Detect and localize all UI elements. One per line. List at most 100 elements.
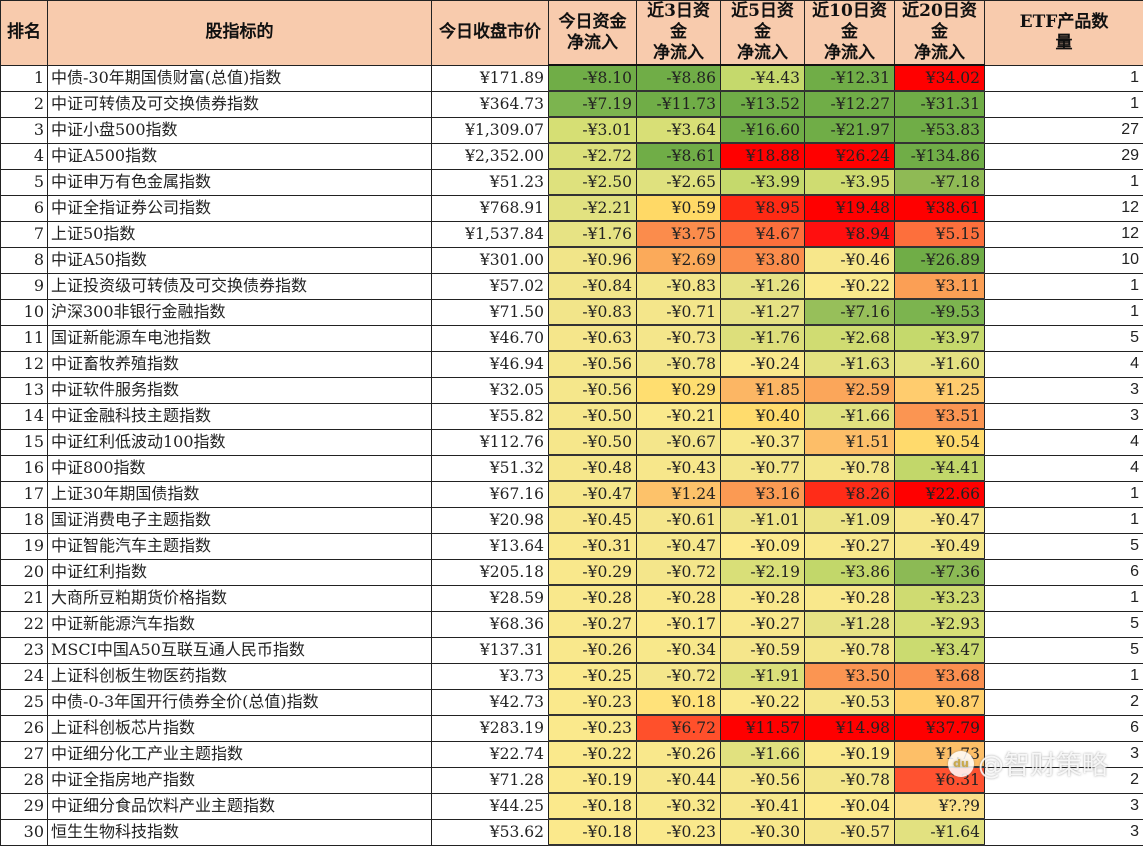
flow-1d-cell: -¥2.21 [549,195,637,221]
header-flow-10d[interactable]: 近10日资金 净流入 [805,1,895,66]
close-price-cell: ¥13.64 [432,533,549,559]
flow-1d-cell: -¥0.50 [549,403,637,429]
flow-5d-cell: ¥4.67 [721,221,805,247]
header-close-price[interactable]: 今日收盘市价 [432,1,549,66]
flow-20d-cell: -¥7.18 [895,169,985,195]
rank-cell: 8 [1,247,48,273]
flow-5d-cell: ¥3.16 [721,481,805,507]
flow-3d-cell: ¥0.18 [637,689,721,715]
close-price-cell: ¥22.74 [432,741,549,767]
flow-1d-cell: -¥0.47 [549,481,637,507]
flow-20d-cell: -¥1.64 [895,819,985,845]
flow-5d-cell: -¥0.56 [721,767,805,793]
flow-3d-cell: -¥0.78 [637,351,721,377]
close-price-cell: ¥1,309.07 [432,117,549,143]
flow-5d-cell: -¥1.26 [721,273,805,299]
flow-5d-cell: -¥13.52 [721,91,805,117]
header-flow-1d[interactable]: 今日资金 净流入 [549,1,637,66]
header-rank[interactable]: 排名 [1,1,48,66]
flow-20d-cell: -¥4.41 [895,455,985,481]
etf-count-cell: 1 [985,169,1143,195]
rank-cell: 22 [1,611,48,637]
rank-cell: 1 [1,65,48,91]
flow-10d-cell: -¥12.27 [805,91,895,117]
flow-3d-cell: -¥0.44 [637,767,721,793]
flow-20d-cell: -¥2.93 [895,611,985,637]
header-flow-3d[interactable]: 近3日资金 净流入 [637,1,721,66]
flow-1d-cell: -¥0.29 [549,559,637,585]
close-price-cell: ¥205.18 [432,559,549,585]
index-name-cell: 上证投资级可转债及可交换债券指数 [48,273,432,299]
flow-3d-cell: -¥0.32 [637,793,721,819]
flow-5d-cell: -¥1.66 [721,741,805,767]
flow-3d-cell: -¥0.34 [637,637,721,663]
index-name-cell: 沪深300非银行金融指数 [48,299,432,325]
header-flow-5d[interactable]: 近5日资金 净流入 [721,1,805,66]
flow-10d-cell: -¥1.66 [805,403,895,429]
flow-1d-cell: -¥0.50 [549,429,637,455]
flow-5d-cell: -¥2.19 [721,559,805,585]
flow-10d-cell: -¥3.86 [805,559,895,585]
etf-count-cell: 12 [985,195,1143,221]
index-name-cell: MSCI中国A50互联互通人民币指数 [48,637,432,663]
flow-20d-cell: ¥?.?9 [895,793,985,819]
rank-cell: 7 [1,221,48,247]
etf-count-cell: 1 [985,91,1143,117]
flow-5d-cell: -¥0.41 [721,793,805,819]
flow-3d-cell: -¥0.47 [637,533,721,559]
flow-5d-cell: -¥0.30 [721,819,805,845]
close-price-cell: ¥53.62 [432,819,549,845]
rank-cell: 12 [1,351,48,377]
flow-3d-cell: ¥0.59 [637,195,721,221]
flow-10d-cell: -¥1.09 [805,507,895,533]
rank-cell: 25 [1,689,48,715]
rank-cell: 30 [1,819,48,845]
index-name-cell: 中证申万有色金属指数 [48,169,432,195]
flow-3d-cell: -¥2.65 [637,169,721,195]
index-name-cell: 中证红利低波动100指数 [48,429,432,455]
rank-cell: 18 [1,507,48,533]
index-name-cell: 国证消费电子主题指数 [48,507,432,533]
rank-cell: 20 [1,559,48,585]
header-index-name[interactable]: 股指标的 [48,1,432,66]
flow-20d-cell: -¥3.23 [895,585,985,611]
flow-3d-cell: -¥8.86 [637,65,721,91]
flow-1d-cell: -¥0.18 [549,793,637,819]
etf-count-cell: 4 [985,429,1143,455]
header-flow-20d[interactable]: 近20日资金 净流入 [895,1,985,66]
close-price-cell: ¥44.25 [432,793,549,819]
flow-5d-cell: ¥11.57 [721,715,805,741]
header-etf-count[interactable]: ETF产品数 量 [985,1,1143,66]
flow-1d-cell: -¥0.56 [549,351,637,377]
